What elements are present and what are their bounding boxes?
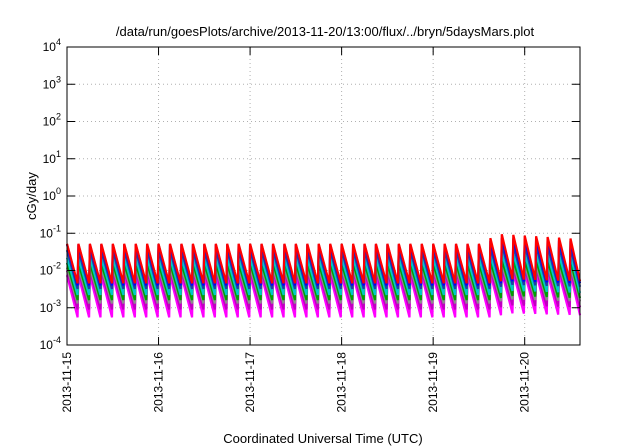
y-axis: 10-4 10-3 10-2 10-1 100 101 102 103 104 <box>40 37 580 352</box>
y-tick-label: 101 <box>43 149 61 166</box>
y-tick-label: 103 <box>43 74 61 91</box>
x-tick-label: 2013-11-18 <box>335 352 349 413</box>
x-axis: 2013-11-15 2013-11-16 2013-11-17 2013-11-18… <box>60 47 532 413</box>
x-axis-title: Coordinated Universal Time (UTC) <box>223 431 422 446</box>
x-tick-label: 2013-11-16 <box>152 352 166 413</box>
x-tick-label: 2013-11-20 <box>518 352 532 413</box>
series-line <box>65 259 582 301</box>
series-lines <box>65 234 582 318</box>
x-tick-label: 2013-11-15 <box>60 352 74 413</box>
y-tick-label: 10-2 <box>40 261 61 278</box>
x-tick-label: 2013-11-19 <box>426 352 440 413</box>
y-tick-label: 102 <box>43 112 61 129</box>
series-line <box>65 234 582 284</box>
y-tick-label: 10-4 <box>40 335 61 352</box>
series-line <box>65 252 582 296</box>
y-tick-label: 10-1 <box>40 223 61 240</box>
y-axis-title: cGy/day <box>24 172 39 220</box>
y-tick-label: 10-3 <box>40 298 61 315</box>
x-tick-label: 2013-11-17 <box>243 352 257 413</box>
chart-title: /data/run/goesPlots/archive/2013-11-20/1… <box>116 24 535 39</box>
y-tick-label: 104 <box>43 37 61 54</box>
series-line <box>65 272 582 318</box>
y-tick-label: 100 <box>43 186 61 203</box>
